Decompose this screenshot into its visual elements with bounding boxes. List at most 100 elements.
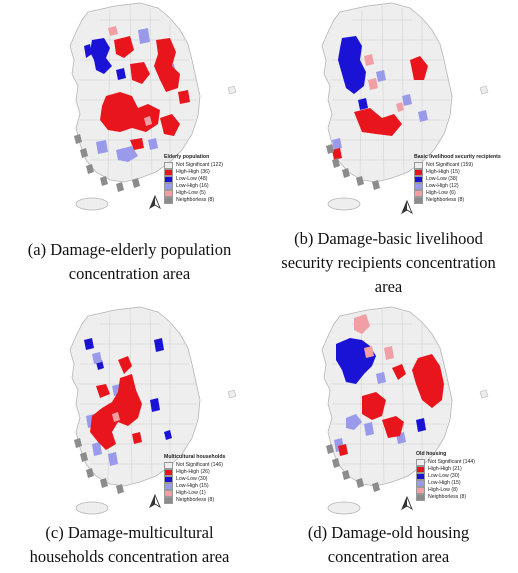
korea-map-b	[321, 2, 489, 211]
caption-line: households concentration area	[29, 547, 230, 566]
swatch-high-low	[416, 487, 425, 494]
legend-label: Not Significant (159)	[426, 162, 473, 168]
legend-label: Low-High (12)	[426, 183, 459, 189]
legend-item: High-Low (8)	[416, 487, 475, 494]
high-low-clusters	[354, 314, 394, 360]
caption-line: concentration area	[68, 264, 191, 283]
legend-title: Basic livelihood security recipients	[414, 154, 501, 160]
map-panel-b: Basic livelihood security recipients Not…	[272, 0, 512, 215]
neighborless-islands	[74, 134, 140, 192]
legend-item: Not Significant (122)	[164, 162, 223, 169]
neighborless-islands	[74, 438, 124, 494]
swatch-high-low	[414, 190, 423, 197]
legend-item: Low-High (15)	[416, 480, 475, 487]
legend-title: Old housing	[416, 451, 447, 457]
legend-label: Not Significant (122)	[176, 162, 223, 168]
swatch-low-low	[414, 176, 423, 183]
low-high-clusters	[332, 70, 428, 150]
swatch-neighborless	[164, 497, 173, 504]
map-panel-d: Old housing Not Significant (144) High-H…	[272, 304, 512, 519]
caption-line: (d) Damage-old housing	[307, 523, 470, 542]
north-arrow-icon	[401, 200, 413, 214]
legend-item: Not Significant (144)	[416, 459, 475, 466]
caption-c: (c) Damage-multicultural households conc…	[0, 521, 259, 569]
swatch-not-significant	[414, 162, 423, 169]
caption-d: (d) Damage-old housing concentration are…	[259, 521, 518, 569]
swatch-low-low	[164, 476, 173, 483]
swatch-low-low	[164, 176, 173, 183]
legend-label: Low-High (16)	[176, 183, 209, 189]
korea-map-d	[321, 306, 489, 515]
jeju-island	[75, 501, 109, 515]
legend-item: Low-Low (30)	[164, 476, 225, 483]
caption-line: concentration area	[327, 547, 450, 566]
korea-map-c	[69, 306, 237, 515]
neighborless-islands	[326, 444, 380, 492]
legend-item: Low-Low (48)	[164, 176, 223, 183]
low-low-clusters	[84, 338, 172, 440]
caption-b: (b) Damage-basic livelihood security rec…	[259, 227, 518, 299]
swatch-high-high	[416, 466, 425, 473]
north-arrow-icon	[149, 494, 161, 508]
neighborless-islands	[326, 144, 380, 190]
legend-label: High-High (36)	[176, 169, 210, 175]
swatch-low-high	[164, 483, 173, 490]
legend-item: Not Significant (146)	[164, 462, 225, 469]
north-arrow-icon	[149, 195, 161, 209]
high-high-clusters	[332, 56, 428, 160]
legend-item: High-High (36)	[164, 169, 223, 176]
legend-item: High-Low (1)	[164, 490, 225, 497]
high-low-clusters	[108, 26, 152, 126]
swatch-low-high	[416, 480, 425, 487]
ulleung-island	[479, 389, 489, 399]
swatch-not-significant	[164, 162, 173, 169]
ulleung-island	[227, 85, 237, 95]
legend-item: Neighborless (8)	[164, 497, 225, 504]
high-low-clusters	[112, 412, 120, 422]
swatch-not-significant	[164, 462, 173, 469]
legend-label: Neighborless (8)	[176, 197, 215, 203]
swatch-low-high	[164, 183, 173, 190]
legend-item: Low-High (16)	[164, 183, 223, 190]
swatch-low-low	[416, 473, 425, 480]
map-panel-c: Multicultural households Not Significant…	[20, 304, 260, 519]
legend-item: High-Low (5)	[164, 190, 223, 197]
caption-line: (b) Damage-basic livelihood	[294, 229, 483, 248]
legend-label: Not Significant (144)	[428, 459, 475, 465]
legend-label: Neighborless (8)	[176, 497, 215, 503]
north-arrow-icon	[401, 496, 413, 510]
korea-map-a	[69, 2, 237, 211]
legend-item: Neighborless (8)	[164, 197, 223, 204]
legend-item: High-High (26)	[164, 469, 225, 476]
ulleung-island	[227, 389, 237, 399]
legend-label: Low-High (15)	[428, 480, 461, 486]
legend-item: Low-High (12)	[414, 183, 501, 190]
legend-label: High-High (21)	[428, 466, 462, 472]
caption-a: (a) Damage-elderly population concentrat…	[0, 238, 259, 286]
legend-label: Low-High (15)	[176, 483, 209, 489]
jeju-island	[327, 501, 361, 515]
caption-line: security recipients concentration	[281, 253, 496, 272]
high-low-clusters	[364, 54, 404, 112]
legend-label: Neighborless (8)	[428, 494, 467, 500]
swatch-high-high	[164, 169, 173, 176]
caption-line: (a) Damage-elderly population	[27, 240, 232, 259]
caption-line: (c) Damage-multicultural	[45, 523, 214, 542]
swatch-neighborless	[414, 197, 423, 204]
legend-b: Basic livelihood security recipients Not…	[414, 154, 501, 204]
legend-item: High-High (21)	[416, 466, 475, 473]
ulleung-island	[479, 85, 489, 95]
legend-label: High-Low (5)	[176, 190, 206, 196]
legend-d: Old housing Not Significant (144) High-H…	[416, 451, 475, 501]
swatch-low-high	[414, 183, 423, 190]
legend-item: Neighborless (8)	[416, 494, 475, 501]
high-high-clusters	[338, 354, 444, 456]
low-low-clusters	[338, 36, 368, 110]
legend-a: Elderly population Not Significant (122)…	[164, 154, 223, 204]
swatch-high-high	[164, 469, 173, 476]
swatch-not-significant	[416, 459, 425, 466]
swatch-high-low	[164, 190, 173, 197]
jeju-island	[75, 197, 109, 211]
legend-label: High-Low (1)	[176, 490, 206, 496]
legend-label: Low-Low (30)	[428, 473, 460, 479]
